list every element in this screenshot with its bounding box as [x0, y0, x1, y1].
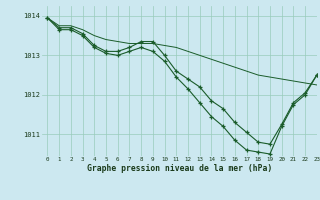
X-axis label: Graphe pression niveau de la mer (hPa): Graphe pression niveau de la mer (hPa) [87, 164, 272, 173]
